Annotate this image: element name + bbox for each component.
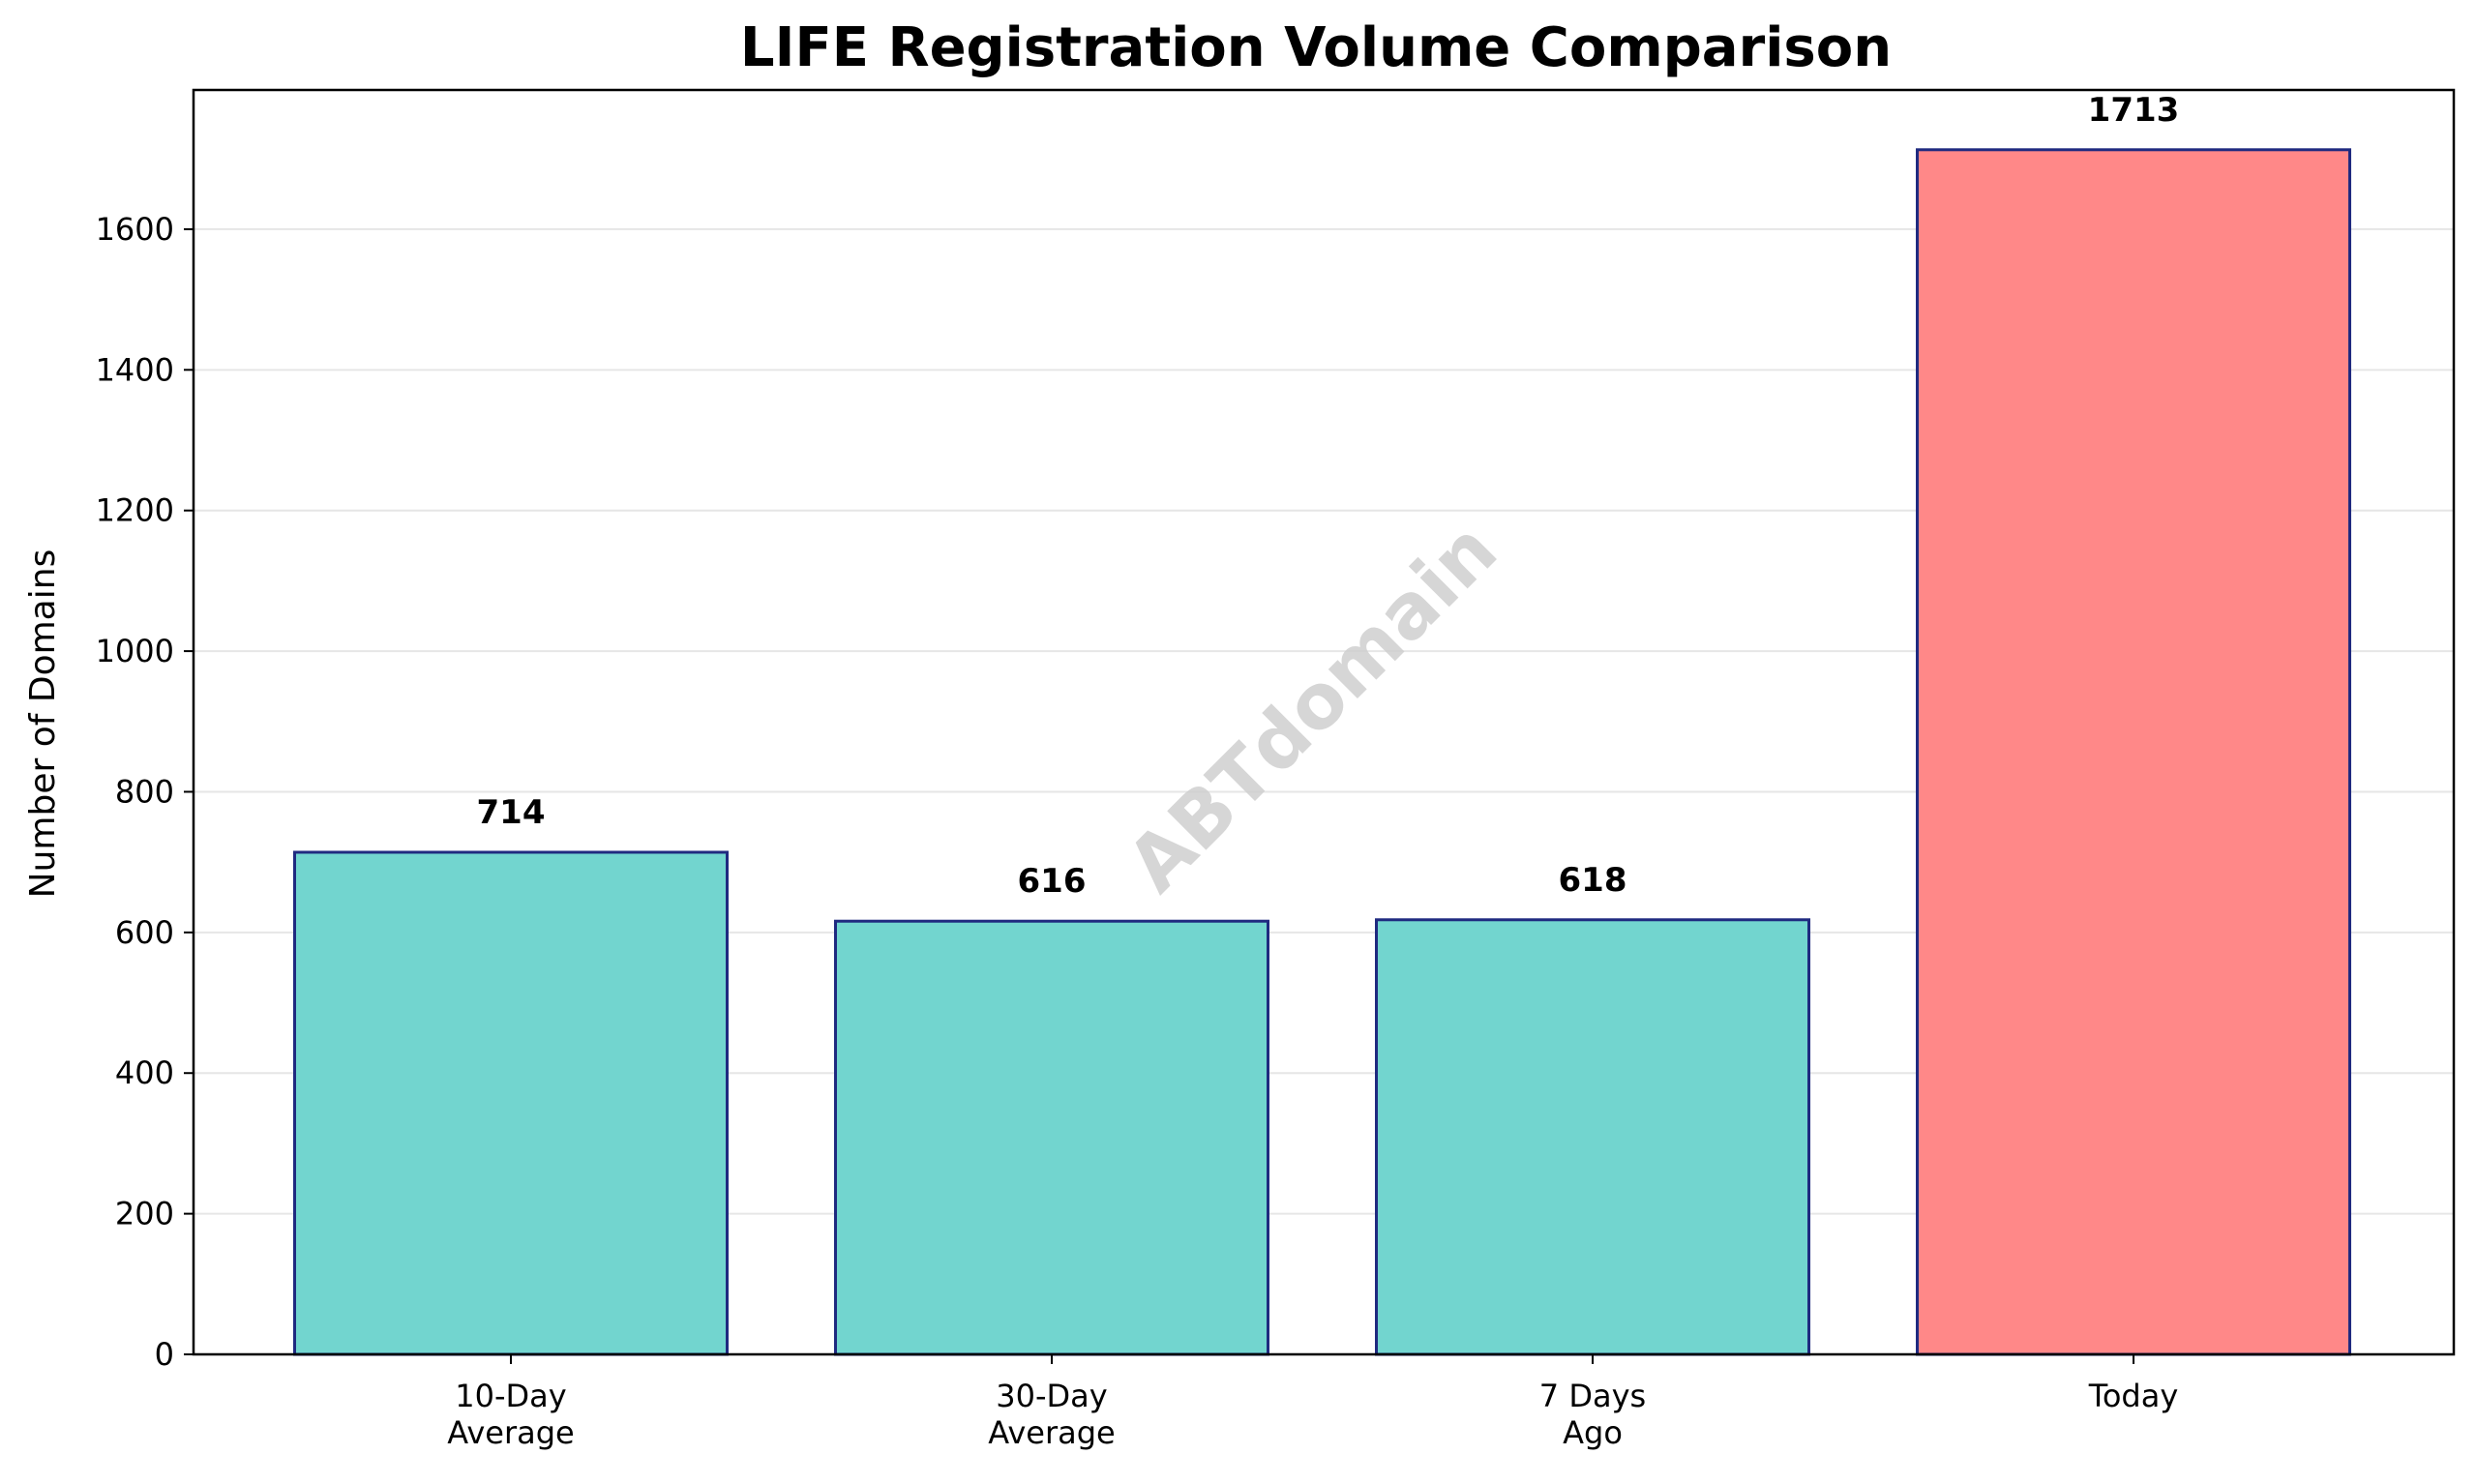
y-tick-label: 400	[115, 1054, 174, 1091]
data-label: 1713	[2088, 91, 2180, 130]
y-tick-label: 1400	[96, 351, 174, 388]
y-tick-label: 1000	[96, 633, 174, 669]
chart-title: LIFE Registration Volume Comparison	[740, 16, 1892, 79]
bar	[293, 850, 729, 1356]
x-tick-label: 10-Day Average	[447, 1378, 574, 1451]
y-tick-label: 0	[155, 1336, 174, 1373]
y-tick-label: 600	[115, 914, 174, 951]
data-label: 618	[1559, 861, 1627, 900]
data-labels: 714 616 618 1713	[477, 91, 2180, 901]
y-tick-label: 1200	[96, 492, 174, 529]
y-tick-label: 200	[115, 1196, 174, 1232]
axes	[192, 88, 2456, 1356]
y-tick-label: 800	[115, 773, 174, 810]
plot-frame	[192, 88, 2456, 1356]
x-tick-label: 30-Day Average	[988, 1378, 1115, 1451]
watermark: ABTdomain	[1112, 507, 1514, 909]
bar	[1375, 918, 1810, 1356]
y-ticks: 0 200 400 600 800 1000 1200 1400 1600	[96, 211, 194, 1373]
y-tick-label: 1600	[96, 211, 174, 248]
data-label: 714	[477, 793, 546, 832]
bars	[293, 148, 2351, 1356]
data-label: 616	[1018, 862, 1087, 901]
x-ticks: 10-Day Average 30-Day Average 7 Days Ago Today	[447, 1354, 2178, 1451]
bar	[834, 919, 1269, 1356]
y-axis-label: Number of Domains	[23, 549, 63, 899]
x-tick-label: 7 Days Ago	[1539, 1378, 1646, 1451]
bar	[1916, 148, 2351, 1356]
x-tick-label: Today	[2088, 1378, 2179, 1414]
